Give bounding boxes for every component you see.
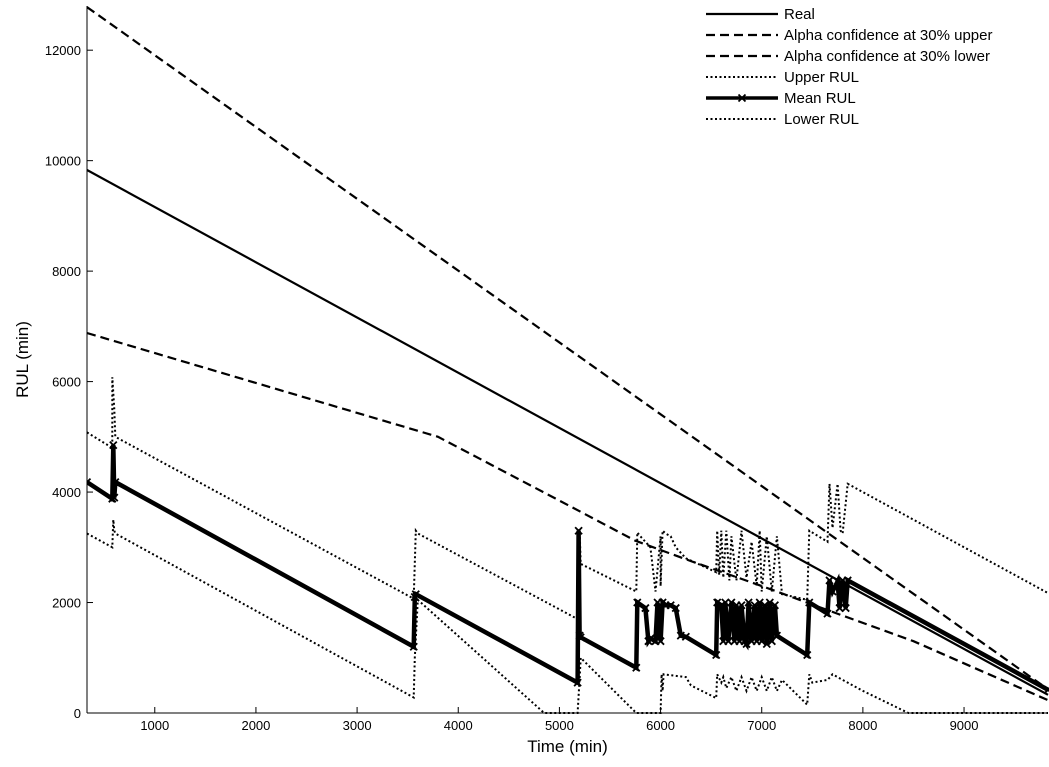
y-tick-label: 0 [74, 706, 81, 721]
mean-rul-marker [1043, 685, 1049, 694]
mean-rul-marker [755, 598, 764, 607]
mean-rul-marker [772, 631, 782, 640]
x-tick-label: 9000 [950, 718, 979, 733]
series-line-lower-rul [87, 519, 1048, 714]
y-tick-label: 8000 [52, 264, 81, 279]
mean-rul-marker [646, 634, 655, 643]
mean-rul-marker [742, 639, 751, 649]
legend-label: Mean RUL [784, 90, 856, 107]
series-line-mean-rul [87, 445, 1049, 692]
x-tick-label: 1000 [140, 718, 169, 733]
mean-rul-marker [744, 598, 753, 607]
mean-rul-marker [825, 576, 834, 585]
mean-rul-marker [109, 440, 118, 450]
mean-rul-marker [727, 598, 736, 607]
mean-rul-marker [760, 601, 769, 610]
series-line-alpha-confidence-at-30-upper [87, 6, 1049, 691]
mean-rul-marker [712, 650, 721, 660]
series-line-real [87, 169, 1049, 696]
series-line-upper-rul [87, 377, 1049, 621]
mean-rul-marker [765, 598, 774, 607]
mean-rul-marker [632, 663, 641, 672]
mean-rul-marker [843, 576, 852, 585]
mean-rul-marker [803, 650, 812, 660]
mean-rul-marker [841, 603, 850, 613]
y-tick-label: 4000 [52, 485, 81, 500]
legend-label: Real [784, 6, 815, 23]
mean-rul-marker [574, 526, 583, 535]
mean-rul-marker [681, 632, 690, 641]
y-axis-title: RUL (min) [13, 321, 32, 398]
mean-rul-marker [576, 633, 585, 642]
mean-rul-marker [750, 601, 759, 610]
mean-rul-marker [656, 637, 665, 646]
mean-rul-marker [717, 601, 726, 610]
y-tick-label: 6000 [52, 375, 81, 390]
x-tick-label: 3000 [343, 718, 372, 733]
mean-rul-marker [633, 598, 642, 607]
legend-marker [737, 93, 747, 103]
x-tick-label: 7000 [747, 718, 776, 733]
mean-rul-marker [828, 587, 837, 596]
mean-rul-marker [724, 637, 733, 646]
y-tick-label: 2000 [52, 596, 81, 611]
mean-rul-marker [713, 598, 722, 607]
mean-rul-marker [666, 601, 675, 610]
legend-label: Upper RUL [784, 69, 859, 86]
x-tick-label: 8000 [848, 718, 877, 733]
mean-rul-marker [737, 601, 746, 610]
x-tick-label: 2000 [241, 718, 270, 733]
mean-rul-marker [823, 609, 832, 618]
mean-rul-marker [671, 603, 680, 613]
x-tick-label: 5000 [545, 718, 574, 733]
mean-rul-marker [110, 493, 119, 502]
y-tick-label: 12000 [45, 43, 81, 58]
mean-rul-marker [411, 590, 420, 599]
mean-rul-marker [770, 601, 780, 610]
mean-rul-marker [805, 598, 814, 607]
series-line-alpha-confidence-at-30-lower [87, 331, 1049, 702]
mean-rul-marker [762, 639, 771, 649]
mean-rul-marker [87, 477, 92, 487]
y-tick-label: 10000 [45, 154, 81, 169]
mean-rul-marker [721, 598, 730, 607]
legend-label: Lower RUL [784, 111, 859, 128]
legend: Real Alpha confidence at 30% upper Alpha c… [706, 6, 992, 128]
mean-rul-marker [111, 477, 120, 487]
x-tick-label: 6000 [646, 718, 675, 733]
x-tick-label: 4000 [444, 718, 473, 733]
legend-label: Alpha confidence at 30% lower [784, 48, 990, 65]
mean-rul-marker [757, 637, 766, 646]
x-axis-title: Time (min) [527, 737, 608, 756]
axes: 1000 2000 3000 4000 5000 6000 7000 8000 9000 0 200… [45, 6, 1048, 733]
mean-rul-marker [641, 603, 650, 613]
legend-label: Alpha confidence at 30% upper [784, 27, 992, 44]
mean-rul-marker [835, 603, 844, 613]
series-layer [87, 6, 1049, 714]
